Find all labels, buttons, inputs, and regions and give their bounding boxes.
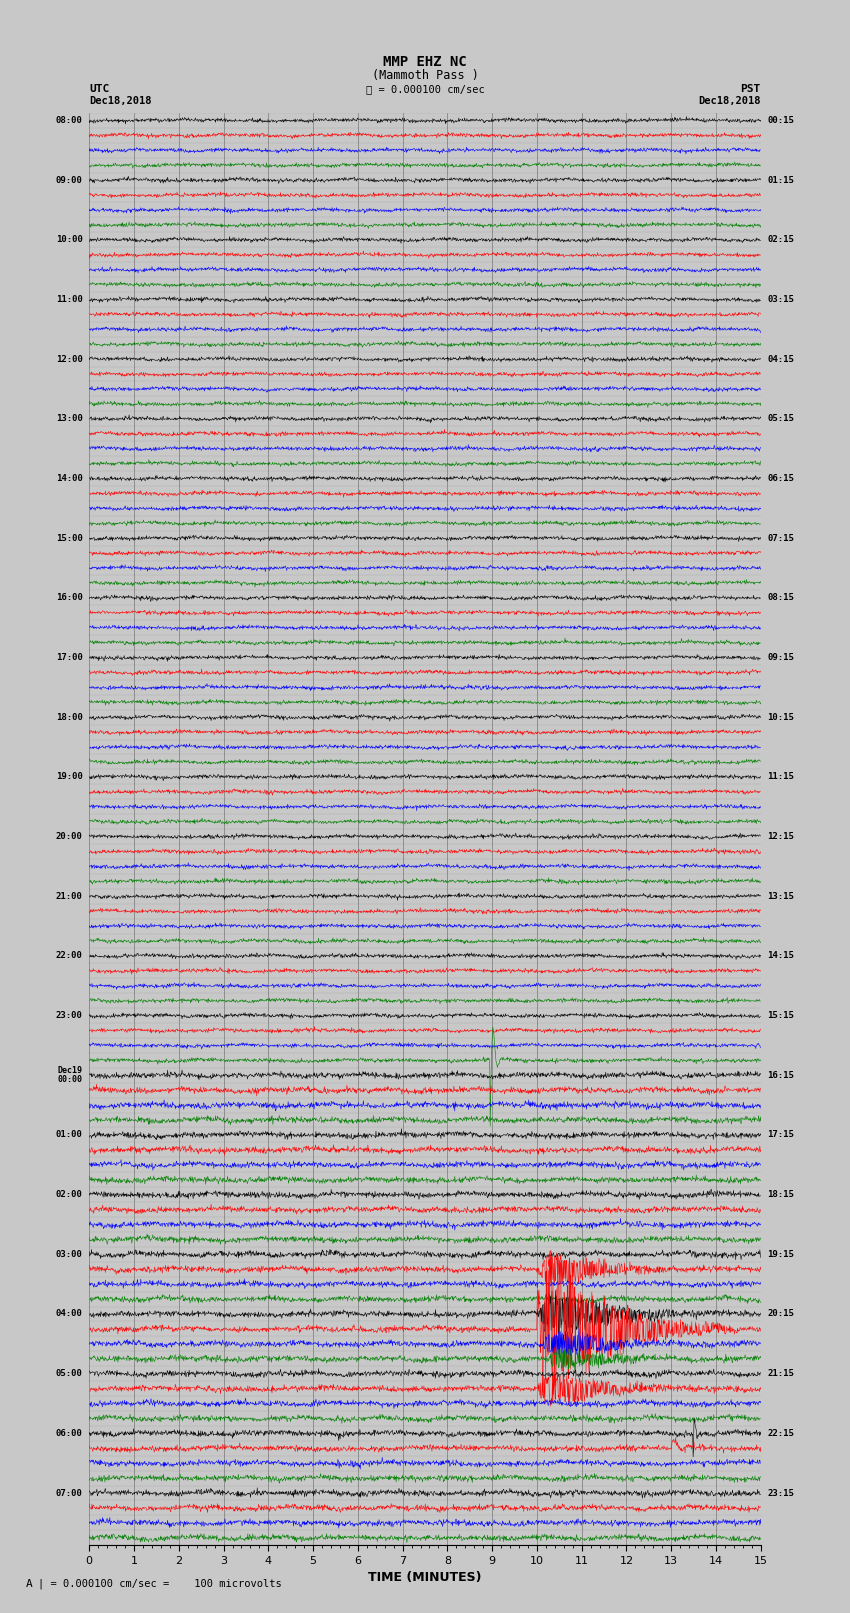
Text: 19:15: 19:15 xyxy=(768,1250,795,1258)
Text: 14:00: 14:00 xyxy=(55,474,82,482)
Text: 17:00: 17:00 xyxy=(55,653,82,661)
Text: 01:15: 01:15 xyxy=(768,176,795,184)
Text: 23:15: 23:15 xyxy=(768,1489,795,1497)
Text: 18:00: 18:00 xyxy=(55,713,82,721)
Text: 07:00: 07:00 xyxy=(55,1489,82,1497)
Text: UTC: UTC xyxy=(89,84,110,94)
Text: Dec18,2018: Dec18,2018 xyxy=(89,95,152,106)
Text: 19:00: 19:00 xyxy=(55,773,82,781)
Text: 02:00: 02:00 xyxy=(55,1190,82,1198)
Text: 05:00: 05:00 xyxy=(55,1369,82,1378)
Text: 11:00: 11:00 xyxy=(55,295,82,303)
Text: 08:00: 08:00 xyxy=(55,116,82,124)
Text: 03:15: 03:15 xyxy=(768,295,795,303)
Text: 06:00: 06:00 xyxy=(55,1429,82,1437)
Text: 15:00: 15:00 xyxy=(55,534,82,542)
Text: 04:15: 04:15 xyxy=(768,355,795,363)
Text: 22:00: 22:00 xyxy=(55,952,82,960)
Text: 06:15: 06:15 xyxy=(768,474,795,482)
Text: (Mammoth Pass ): (Mammoth Pass ) xyxy=(371,69,479,82)
Text: 18:15: 18:15 xyxy=(768,1190,795,1198)
Text: 16:15: 16:15 xyxy=(768,1071,795,1079)
Text: 13:15: 13:15 xyxy=(768,892,795,900)
Text: 21:00: 21:00 xyxy=(55,892,82,900)
Text: 04:00: 04:00 xyxy=(55,1310,82,1318)
Text: 13:00: 13:00 xyxy=(55,415,82,423)
Text: | = 0.000100 cm/sec =    100 microvolts: | = 0.000100 cm/sec = 100 microvolts xyxy=(38,1579,282,1589)
Text: A: A xyxy=(26,1579,32,1589)
Text: 08:15: 08:15 xyxy=(768,594,795,602)
Text: Dec18,2018: Dec18,2018 xyxy=(698,95,761,106)
Text: 02:15: 02:15 xyxy=(768,235,795,244)
Text: 05:15: 05:15 xyxy=(768,415,795,423)
X-axis label: TIME (MINUTES): TIME (MINUTES) xyxy=(368,1571,482,1584)
Text: 14:15: 14:15 xyxy=(768,952,795,960)
Text: 20:00: 20:00 xyxy=(55,832,82,840)
Text: 20:15: 20:15 xyxy=(768,1310,795,1318)
Text: Dec19: Dec19 xyxy=(58,1066,82,1076)
Text: 11:15: 11:15 xyxy=(768,773,795,781)
Text: 22:15: 22:15 xyxy=(768,1429,795,1437)
Text: 10:15: 10:15 xyxy=(768,713,795,721)
Text: 21:15: 21:15 xyxy=(768,1369,795,1378)
Text: 00:15: 00:15 xyxy=(768,116,795,124)
Text: 07:15: 07:15 xyxy=(768,534,795,542)
Text: 00:00: 00:00 xyxy=(58,1076,82,1084)
Text: 01:00: 01:00 xyxy=(55,1131,82,1139)
Text: 12:15: 12:15 xyxy=(768,832,795,840)
Text: 09:00: 09:00 xyxy=(55,176,82,184)
Text: 12:00: 12:00 xyxy=(55,355,82,363)
Text: 17:15: 17:15 xyxy=(768,1131,795,1139)
Text: MMP EHZ NC: MMP EHZ NC xyxy=(383,55,467,69)
Text: 15:15: 15:15 xyxy=(768,1011,795,1019)
Text: 09:15: 09:15 xyxy=(768,653,795,661)
Text: 10:00: 10:00 xyxy=(55,235,82,244)
Text: ⎯ = 0.000100 cm/sec: ⎯ = 0.000100 cm/sec xyxy=(366,84,484,94)
Text: 23:00: 23:00 xyxy=(55,1011,82,1019)
Text: 03:00: 03:00 xyxy=(55,1250,82,1258)
Text: PST: PST xyxy=(740,84,761,94)
Text: 16:00: 16:00 xyxy=(55,594,82,602)
